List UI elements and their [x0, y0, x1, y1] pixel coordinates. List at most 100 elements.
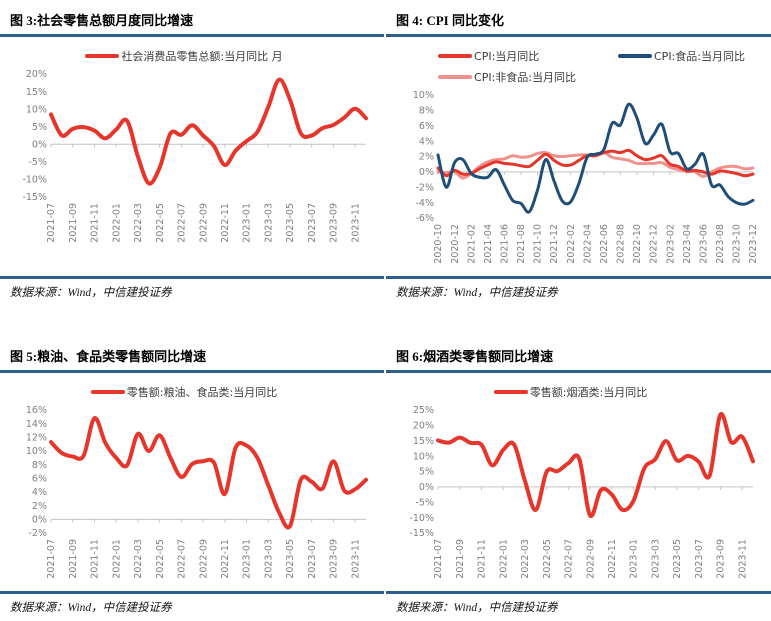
- legend-label: 零售额:粮油、食品类:当月同比: [126, 386, 278, 399]
- svg-text:2021-11: 2021-11: [90, 539, 101, 579]
- panel-title: 图 5:粮油、食品类零售额同比增速: [10, 349, 207, 364]
- svg-text:-5%: -5%: [29, 157, 48, 168]
- svg-text:2023-05: 2023-05: [672, 539, 683, 579]
- legend-line-marker: [493, 390, 528, 394]
- zero-axis: [437, 486, 753, 490]
- svg-text:2023-02: 2023-02: [665, 224, 676, 264]
- svg-text:2023-09: 2023-09: [329, 203, 340, 243]
- svg-text:10%: 10%: [412, 90, 433, 101]
- svg-text:2021-07: 2021-07: [433, 539, 444, 579]
- svg-text:2023-01: 2023-01: [242, 539, 253, 579]
- svg-text:2021-09: 2021-09: [68, 539, 79, 579]
- source-note: 数据来源：Wind，中信建投证券: [10, 287, 172, 299]
- svg-text:14%: 14%: [26, 419, 47, 430]
- legend-item: CPI:非食品:当月同比: [438, 69, 576, 85]
- svg-text:2023-01: 2023-01: [628, 539, 639, 579]
- x-axis-labels: 2021-07 2021-09 2021-11 2022-01 2022-03 2022-…: [433, 539, 748, 579]
- svg-text:2021-09: 2021-09: [454, 539, 465, 579]
- svg-text:-4%: -4%: [415, 198, 434, 209]
- svg-text:2022-05: 2022-05: [155, 203, 166, 243]
- svg-text:10%: 10%: [26, 446, 47, 457]
- svg-text:2023-03: 2023-03: [263, 203, 274, 243]
- svg-text:-5%: -5%: [415, 497, 434, 508]
- title-rule: [386, 34, 771, 37]
- chart-panel-cpi: 图 4: CPI 同比变化 CPI:当月同比 CPI:食品:当月同比 CPI:非食品…: [386, 2, 771, 306]
- series-line: [49, 416, 368, 530]
- svg-text:-2%: -2%: [415, 182, 434, 193]
- footer-rule: [0, 591, 384, 594]
- svg-text:2023-07: 2023-07: [693, 539, 704, 579]
- svg-text:-15%: -15%: [409, 528, 434, 539]
- svg-text:2023-05: 2023-05: [285, 203, 296, 243]
- svg-text:16%: 16%: [26, 405, 47, 416]
- svg-text:-10%: -10%: [409, 513, 434, 524]
- svg-text:2022-11: 2022-11: [606, 539, 617, 579]
- svg-text:2022-12: 2022-12: [648, 224, 659, 264]
- svg-text:-6%: -6%: [415, 213, 434, 224]
- legend: 零售额:粮油、食品类:当月同比: [26, 384, 384, 400]
- svg-text:0%: 0%: [418, 167, 433, 178]
- line-chart-cpi: 10% 8% 6% 4% 2% 0% -2% -4% -6%2020-10 2020-12 2021…: [412, 90, 758, 264]
- svg-text:2022-03: 2022-03: [520, 539, 531, 579]
- svg-text:2022-05: 2022-05: [541, 539, 552, 579]
- y-axis-labels: 16% 14% 12% 10% 8% 6% 4% 2% 0% -2%: [26, 405, 47, 539]
- series-line: [435, 412, 755, 519]
- legend-label: CPI:当月同比: [474, 50, 540, 63]
- svg-text:2023-03: 2023-03: [650, 539, 661, 579]
- source-note: 数据来源：Wind，中信建投证券: [10, 602, 172, 614]
- x-axis-labels: 2021-07 2021-09 2021-11 2022-01 2022-03 2022-…: [46, 203, 361, 243]
- panel-title: 图 4: CPI 同比变化: [396, 13, 504, 28]
- footer-rule: [386, 591, 771, 594]
- title-rule: [0, 370, 384, 373]
- legend-line-marker: [85, 54, 120, 58]
- svg-text:-10%: -10%: [22, 175, 47, 186]
- zero-axis: [50, 518, 366, 523]
- series-line: [49, 77, 368, 186]
- legend-item: CPI:食品:当月同比: [618, 48, 745, 64]
- svg-text:2021-02: 2021-02: [466, 224, 477, 264]
- svg-text:25%: 25%: [412, 405, 433, 416]
- svg-text:2021-10: 2021-10: [532, 224, 543, 264]
- svg-text:15%: 15%: [412, 436, 433, 447]
- svg-text:15%: 15%: [26, 87, 47, 98]
- svg-text:2023-09: 2023-09: [329, 539, 340, 579]
- svg-text:2023-11: 2023-11: [350, 539, 361, 579]
- legend-label: CPI:非食品:当月同比: [474, 71, 576, 84]
- source-note: 数据来源：Wind，中信建投证券: [396, 287, 558, 299]
- panel-title: 图 6:烟酒类零售额同比增速: [396, 349, 554, 364]
- svg-text:-15%: -15%: [22, 192, 47, 203]
- svg-text:2023-06: 2023-06: [698, 224, 709, 264]
- line-chart-grain-food: 16%14%12%10%8%6%4%2%0%-2%2021-07 2021-09 2…: [26, 405, 368, 579]
- legend-label: CPI:食品:当月同比: [654, 50, 745, 63]
- y-axis-labels: 10% 8% 6% 4% 2% 0% -2% -4% -6%: [412, 90, 433, 224]
- legend-line-marker: [438, 54, 473, 58]
- line-chart-retail-total: 20%15%10%5%0%-5%-10%-15%2021-07 2021-09 20…: [22, 69, 368, 243]
- legend-item: 零售额:烟酒类:当月同比: [493, 384, 648, 400]
- svg-text:2021-04: 2021-04: [482, 224, 493, 264]
- chart-panel-tobacco-alcohol: 图 6:烟酒类零售额同比增速 零售额:烟酒类:当月同比 25% 20% 15% 10%…: [386, 338, 771, 621]
- svg-text:2023-05: 2023-05: [285, 539, 296, 579]
- svg-text:2022-11: 2022-11: [220, 203, 231, 243]
- svg-text:2021-12: 2021-12: [549, 224, 560, 264]
- svg-text:2020-10: 2020-10: [433, 224, 444, 264]
- svg-text:0%: 0%: [418, 482, 433, 493]
- legend-line-marker: [90, 390, 125, 394]
- svg-text:8%: 8%: [418, 106, 433, 117]
- svg-text:2022-11: 2022-11: [220, 539, 231, 579]
- legend-line-marker: [438, 75, 473, 79]
- svg-text:2022-09: 2022-09: [198, 539, 209, 579]
- svg-text:2021-07: 2021-07: [46, 539, 57, 579]
- svg-text:2021-07: 2021-07: [46, 203, 57, 243]
- svg-text:2022-05: 2022-05: [155, 539, 166, 579]
- footer-rule: [0, 276, 384, 279]
- svg-text:2021-11: 2021-11: [476, 539, 487, 579]
- svg-text:2023-10: 2023-10: [731, 224, 742, 264]
- svg-text:2%: 2%: [32, 501, 47, 512]
- svg-text:2021-06: 2021-06: [499, 224, 510, 264]
- svg-text:2022-06: 2022-06: [598, 224, 609, 264]
- legend-label: 零售额:烟酒类:当月同比: [529, 386, 648, 399]
- svg-text:2023-11: 2023-11: [737, 539, 748, 579]
- svg-text:4%: 4%: [32, 487, 47, 498]
- y-axis-labels: 25% 20% 15% 10% 5% 0% -5% -10% -15%: [409, 405, 434, 539]
